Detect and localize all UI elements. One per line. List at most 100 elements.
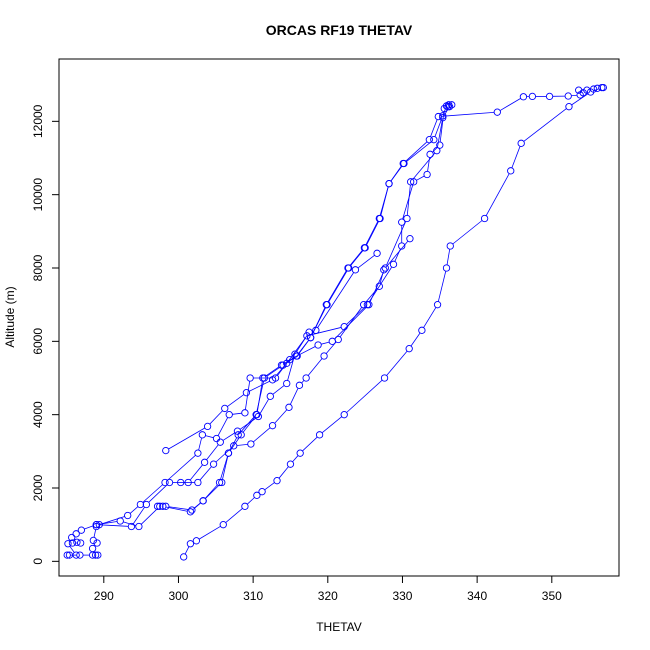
- series-line-segment: [321, 341, 330, 345]
- series-line-segment: [198, 437, 202, 451]
- series-3: [153, 101, 453, 516]
- data-point: [345, 264, 353, 272]
- plot-frame: [58, 58, 620, 577]
- data-point: [218, 478, 226, 487]
- data-point: [433, 147, 441, 155]
- data-point: [314, 341, 322, 349]
- data-point: [209, 460, 218, 468]
- series-line-segment: [168, 427, 206, 450]
- data-point: [247, 440, 255, 448]
- y-tick-label: 10000: [31, 178, 45, 212]
- data-point: [593, 84, 601, 92]
- data-point: [381, 264, 389, 272]
- data-point: [200, 458, 209, 466]
- series-line-segment: [84, 525, 94, 530]
- data-point: [340, 411, 348, 419]
- series-line-segment: [365, 288, 378, 303]
- data-point: [445, 103, 454, 111]
- data-point: [306, 334, 315, 342]
- data-point: [389, 260, 398, 268]
- data-point: [323, 301, 331, 309]
- series-line-segment: [189, 464, 203, 481]
- series-line-segment: [227, 394, 245, 407]
- data-point: [73, 538, 81, 546]
- data-point: [199, 497, 207, 505]
- data-point: [254, 412, 263, 421]
- series-line-segment: [499, 98, 521, 111]
- data-point: [439, 112, 447, 120]
- series-line-segment: [410, 332, 421, 347]
- data-point: [165, 478, 174, 487]
- series-6: [92, 249, 381, 531]
- series-line-segment: [199, 466, 212, 481]
- data-point: [361, 244, 369, 252]
- data-point: [225, 411, 233, 419]
- data-point: [253, 411, 261, 419]
- series-line-segment: [339, 307, 363, 338]
- data-point: [442, 264, 451, 272]
- data-point: [303, 332, 311, 340]
- data-point: [375, 282, 383, 290]
- series-line-segment: [423, 307, 437, 328]
- series-line-segment: [444, 109, 449, 116]
- data-point: [77, 539, 85, 547]
- series-line-segment: [192, 502, 201, 511]
- data-point: [439, 114, 447, 122]
- data-point: [436, 141, 444, 149]
- data-point: [400, 159, 408, 168]
- data-point: [589, 85, 598, 93]
- series-line-segment: [142, 484, 163, 503]
- data-point: [442, 102, 451, 110]
- series-line-segment: [287, 357, 295, 381]
- chart-title: ORCAS RF19 THETAV: [266, 22, 413, 38]
- series-line-segment: [274, 409, 288, 424]
- data-point: [72, 530, 80, 538]
- data-point: [385, 180, 393, 188]
- data-point: [186, 508, 195, 516]
- series-line-segment: [402, 184, 414, 220]
- series-line-segment: [69, 546, 75, 553]
- series-line-segment: [365, 221, 379, 246]
- data-point: [77, 526, 86, 534]
- data-point: [135, 522, 143, 531]
- data-point: [380, 374, 389, 382]
- data-point: [192, 537, 201, 545]
- series-line-segment: [390, 165, 403, 182]
- series-line-segment: [220, 456, 228, 480]
- data-point: [186, 540, 195, 548]
- series-line-segment: [264, 482, 275, 491]
- data-point: [116, 517, 124, 525]
- data-point: [241, 409, 249, 417]
- data-point: [266, 392, 274, 400]
- series-line-segment: [148, 484, 168, 503]
- data-point: [234, 431, 242, 439]
- data-point: [68, 533, 76, 542]
- y-axis-label: Altitude (m): [3, 286, 17, 347]
- series-line-segment: [298, 339, 309, 354]
- series-line-segment: [385, 240, 409, 268]
- series-line-segment: [437, 271, 447, 302]
- data-point: [94, 551, 102, 559]
- series-line-segment: [165, 506, 188, 512]
- series-line-segment: [274, 361, 288, 378]
- data-point: [184, 478, 192, 487]
- series-1: [180, 83, 606, 561]
- data-point: [565, 103, 573, 111]
- x-tick-label: 310: [243, 589, 263, 603]
- data-point: [159, 502, 167, 510]
- data-point: [295, 381, 304, 389]
- data-point: [448, 101, 456, 109]
- data-point: [334, 335, 342, 344]
- data-point: [312, 326, 320, 334]
- data-point: [517, 139, 525, 147]
- series-line-segment: [209, 410, 223, 425]
- data-point: [68, 539, 77, 547]
- y-tick-label: 0: [31, 558, 45, 565]
- series-line-segment: [215, 447, 232, 463]
- series-line-segment: [236, 443, 248, 446]
- data-point: [398, 242, 406, 250]
- series-line-segment: [296, 334, 308, 352]
- data-point: [212, 434, 221, 443]
- data-point: [380, 266, 388, 274]
- series-line-segment: [443, 108, 446, 113]
